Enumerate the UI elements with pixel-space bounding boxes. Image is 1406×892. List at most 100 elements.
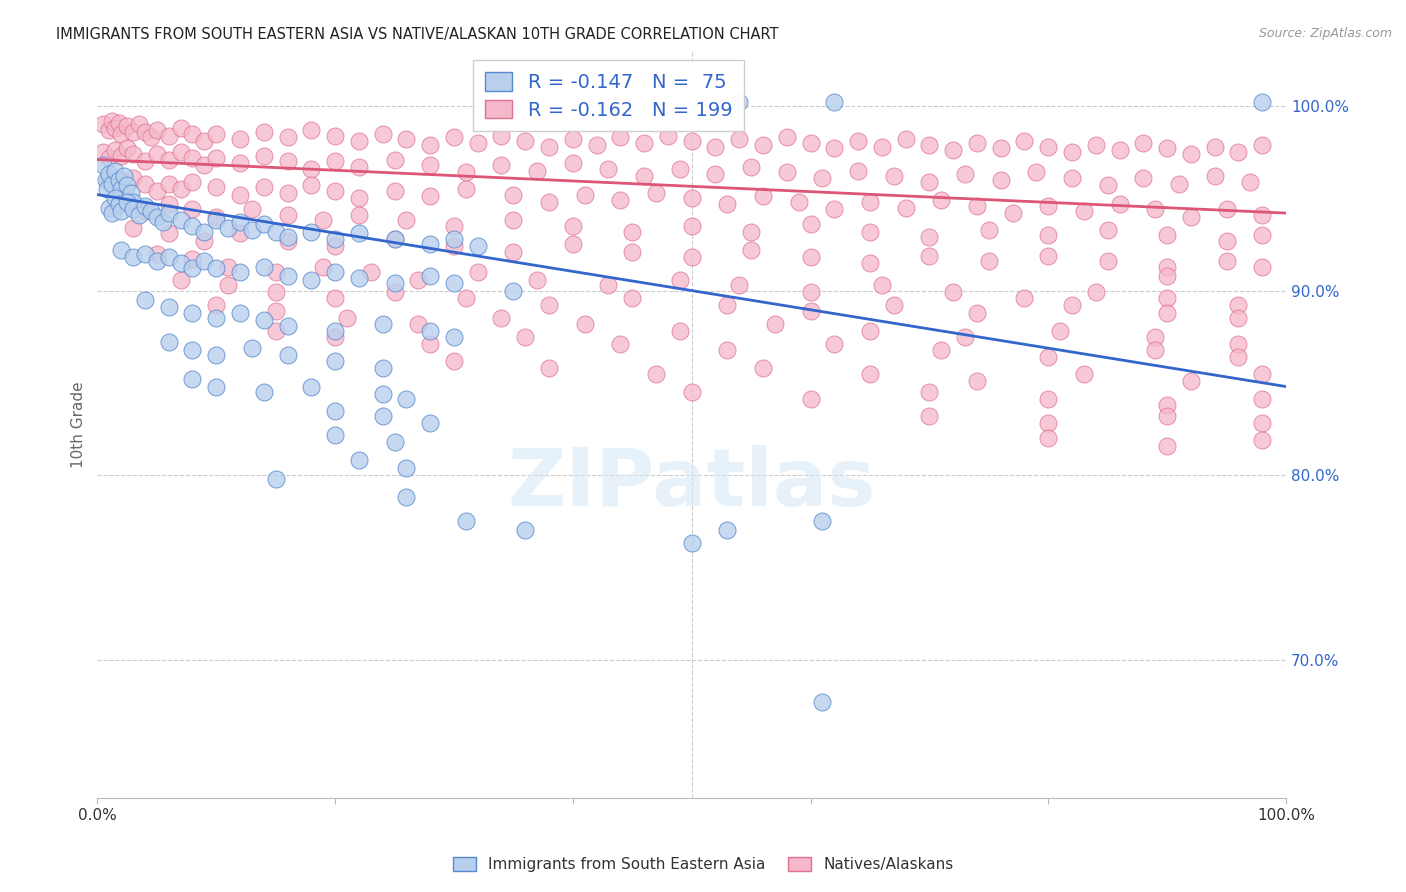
Point (419, 189, 441, 203)
Point (134, 204, 156, 219)
Point (157, 227, 180, 241)
Point (110, 243, 132, 257)
Point (799, 217, 821, 231)
Point (526, 272, 548, 286)
Point (883, 298, 905, 312)
Point (787, 194, 810, 209)
Point (169, 121, 191, 136)
Point (645, 186, 668, 200)
Point (146, 123, 169, 137)
Point (966, 374, 988, 388)
Point (1227, 145, 1250, 160)
Point (1097, 178, 1119, 193)
Point (112, 169, 135, 183)
Point (681, 385, 703, 400)
Point (384, 153, 406, 167)
Point (443, 239, 465, 253)
Point (1251, 208, 1274, 222)
Point (454, 291, 477, 305)
Point (1132, 171, 1154, 186)
Point (537, 194, 560, 209)
Point (681, 134, 703, 148)
Point (953, 329, 976, 343)
Point (240, 202, 263, 217)
Point (443, 276, 465, 290)
Point (598, 278, 620, 293)
Point (384, 285, 406, 300)
Point (205, 213, 228, 227)
Point (598, 161, 620, 176)
Point (371, 317, 394, 331)
Point (609, 337, 631, 351)
Point (115, 178, 138, 193)
Point (502, 284, 524, 298)
Point (823, 337, 845, 351)
Point (299, 123, 322, 137)
Point (799, 136, 821, 150)
Point (704, 139, 727, 153)
Point (299, 225, 322, 239)
Point (122, 220, 145, 235)
Point (323, 329, 346, 343)
Point (157, 251, 180, 265)
Point (704, 167, 727, 181)
Point (1156, 260, 1178, 274)
Point (107, 197, 129, 211)
Point (100, 177, 122, 191)
Point (157, 153, 180, 167)
Point (574, 187, 596, 202)
Point (823, 202, 845, 217)
Point (229, 265, 252, 279)
Point (312, 213, 335, 227)
Point (169, 213, 191, 227)
Point (454, 182, 477, 196)
Point (406, 317, 429, 331)
Point (763, 317, 786, 331)
Point (104, 191, 127, 205)
Point (205, 151, 228, 165)
Point (1144, 343, 1167, 357)
Point (347, 227, 370, 241)
Point (657, 128, 679, 143)
Point (966, 136, 988, 150)
Point (110, 197, 132, 211)
Point (1038, 248, 1060, 262)
Point (859, 256, 882, 270)
Point (443, 353, 465, 368)
Point (115, 120, 138, 134)
Point (443, 219, 465, 233)
Point (752, 361, 775, 376)
Point (467, 265, 489, 279)
Point (799, 304, 821, 318)
Text: IMMIGRANTS FROM SOUTH EASTERN ASIA VS NATIVE/ALASKAN 10TH GRADE CORRELATION CHAR: IMMIGRANTS FROM SOUTH EASTERN ASIA VS NA… (56, 27, 779, 42)
Point (491, 311, 513, 326)
Point (193, 225, 215, 239)
Point (1156, 141, 1178, 155)
Point (1073, 367, 1095, 381)
Point (134, 246, 156, 260)
Point (1215, 234, 1237, 248)
Point (1038, 417, 1060, 431)
Point (467, 136, 489, 150)
Point (217, 220, 239, 235)
Point (537, 298, 560, 312)
Point (98, 201, 121, 215)
Point (1097, 254, 1119, 268)
Point (299, 272, 322, 286)
Point (205, 348, 228, 362)
Point (120, 186, 142, 200)
Point (752, 189, 775, 203)
Point (122, 147, 145, 161)
Point (502, 244, 524, 259)
Point (134, 177, 156, 191)
Point (870, 278, 893, 293)
Point (205, 311, 228, 326)
Point (1156, 306, 1178, 320)
Point (823, 95, 845, 110)
Point (1180, 210, 1202, 224)
Point (384, 276, 406, 290)
Point (98, 151, 121, 165)
Point (419, 137, 441, 152)
Point (894, 132, 917, 146)
Point (91, 145, 114, 160)
